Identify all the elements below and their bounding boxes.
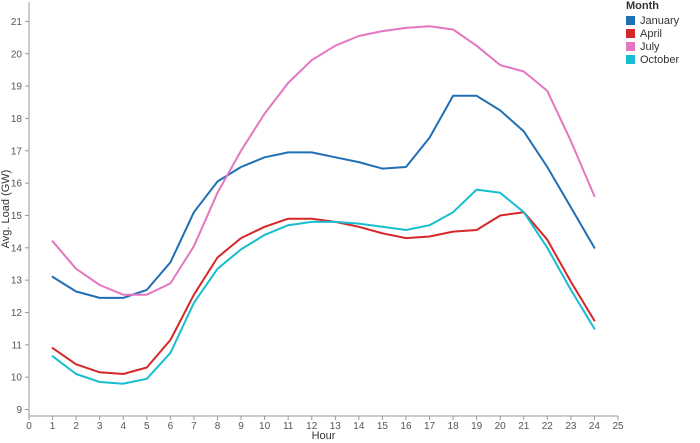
x-tick-label: 23: [565, 421, 577, 432]
y-tick-label: 21: [11, 17, 23, 28]
legend-swatch: [626, 55, 635, 64]
x-tick-label: 4: [120, 421, 126, 432]
y-tick-label: 10: [11, 373, 23, 384]
y-tick-label: 17: [11, 146, 23, 157]
x-tick-label: 2: [73, 421, 79, 432]
series-line-july: [51, 25, 596, 296]
x-tick-label: 17: [424, 421, 436, 432]
x-tick-label: 12: [306, 421, 318, 432]
x-tick-label: 11: [283, 421, 294, 432]
legend-item-january: January: [626, 14, 679, 27]
x-tick-label: 22: [542, 421, 554, 432]
x-tick-label: 6: [168, 421, 174, 432]
x-tick-label: 7: [191, 421, 197, 432]
x-tick-label: 21: [518, 421, 530, 432]
legend-swatch: [626, 42, 635, 51]
y-tick-label: 9: [16, 405, 22, 416]
legend-item-july: July: [626, 40, 679, 53]
legend-label: July: [640, 40, 660, 53]
legend-item-october: October: [626, 53, 679, 66]
x-tick-label: 25: [612, 421, 624, 432]
legend-items: January April July October: [626, 14, 679, 66]
x-tick-label: 16: [400, 421, 412, 432]
legend-swatch: [626, 29, 635, 38]
legend-label: October: [640, 53, 680, 66]
x-tick-label: 10: [259, 421, 271, 432]
y-tick-label: 18: [11, 114, 23, 125]
x-axis-title: Hour: [312, 430, 336, 442]
x-tick-label: 20: [495, 421, 507, 432]
x-tick-label: 9: [238, 421, 244, 432]
legend: Month January April July October: [626, 0, 679, 66]
legend-label: April: [640, 27, 663, 40]
x-tick-label: 5: [144, 421, 150, 432]
x-tick-label: 3: [97, 421, 103, 432]
x-tick-label: 24: [589, 421, 601, 432]
legend-title: Month: [626, 0, 659, 12]
y-tick-label: 14: [11, 243, 23, 254]
y-tick-label: 13: [11, 276, 23, 287]
legend-label: January: [640, 14, 680, 27]
y-tick-label: 16: [11, 179, 23, 190]
series-line-april: [51, 211, 596, 375]
y-tick-label: 19: [11, 82, 23, 93]
y-tick-label: 11: [12, 340, 23, 351]
x-tick-label: 1: [50, 421, 56, 432]
y-tick-label: 15: [11, 211, 23, 222]
x-tick-label: 14: [353, 421, 365, 432]
legend-item-april: April: [626, 27, 679, 40]
series-lines: [51, 25, 596, 385]
y-axis-title: Avg. Load (GW): [0, 170, 12, 249]
series-line-january: [51, 94, 596, 299]
x-tick-label: 13: [330, 421, 342, 432]
y-tick-label: 20: [11, 49, 23, 60]
series-line-october: [51, 188, 596, 385]
x-tick-label: 18: [448, 421, 460, 432]
x-tick-label: 19: [471, 421, 483, 432]
x-tick-label: 8: [215, 421, 221, 432]
x-tick-label: 0: [26, 421, 32, 432]
legend-swatch: [626, 16, 635, 25]
x-tick-label: 15: [377, 421, 389, 432]
axes: 0 1 2 3 4 5 6 7 8 9 10 11 12 13 14 15 16 17 18 19 20 21 22 23 24…: [11, 2, 624, 432]
y-tick-label: 12: [11, 308, 23, 319]
